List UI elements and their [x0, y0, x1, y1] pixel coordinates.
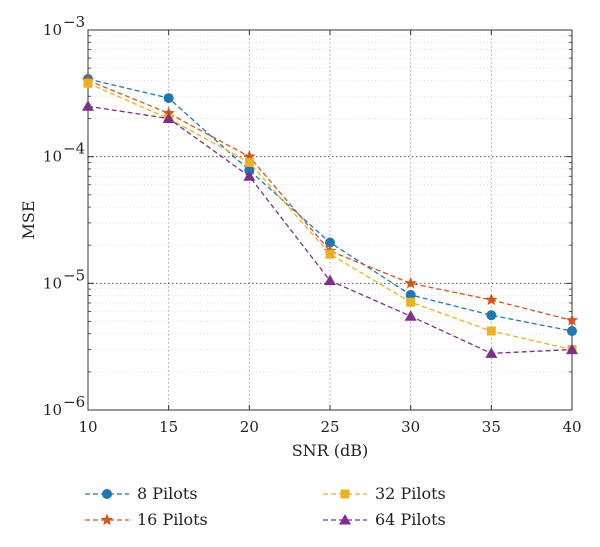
- x-tick-label: 10: [78, 418, 97, 436]
- series-16-pilots: [81, 73, 579, 326]
- y-tick-label: 10: [43, 148, 62, 166]
- legend-item: 8 Pilots: [85, 484, 198, 503]
- y-axis-label: MSE: [19, 200, 38, 239]
- data-point: [486, 310, 497, 321]
- data-point: [565, 313, 579, 326]
- y-tick-exponent: −4: [63, 140, 85, 158]
- legend-marker: [340, 489, 350, 499]
- data-point: [82, 100, 94, 111]
- legend-label: 32 Pilots: [375, 484, 446, 503]
- y-tick-label: 10: [43, 401, 62, 419]
- x-tick-label: 30: [401, 418, 420, 436]
- y-tick-exponent: −6: [63, 393, 85, 411]
- x-tick-label: 25: [320, 418, 339, 436]
- data-point: [485, 293, 498, 306]
- data-point: [406, 297, 416, 307]
- data-point: [243, 170, 256, 181]
- series-layer: [81, 73, 579, 358]
- data-point: [404, 276, 417, 289]
- data-point: [405, 289, 416, 300]
- data-point: [567, 326, 577, 337]
- data-point: [243, 150, 256, 162]
- data-point: [325, 237, 335, 248]
- data-point: [83, 78, 93, 88]
- legend-label: 16 Pilots: [137, 510, 208, 529]
- legend-item: 16 Pilots: [85, 510, 208, 529]
- data-point: [404, 310, 417, 321]
- x-axis-label: SNR (dB): [292, 441, 369, 460]
- data-point: [163, 93, 174, 104]
- x-tick-label: 15: [159, 418, 178, 436]
- data-point: [244, 157, 254, 167]
- series-32-pilots: [83, 78, 577, 355]
- x-tick-label: 40: [562, 418, 581, 436]
- data-point: [486, 326, 496, 336]
- legend-marker: [100, 513, 114, 526]
- y-tick-label: 10: [43, 21, 62, 39]
- y-tick-label: 10: [43, 274, 62, 292]
- x-tick-label: 20: [240, 418, 259, 436]
- data-point: [485, 347, 498, 358]
- legend-label: 8 Pilots: [137, 484, 198, 503]
- series-64-pilots: [82, 100, 578, 358]
- legend-marker: [102, 489, 112, 499]
- y-tick-exponent: −5: [63, 266, 85, 284]
- data-point: [566, 343, 578, 355]
- x-tick-label: 35: [482, 418, 501, 436]
- y-tick-exponent: −3: [63, 13, 85, 31]
- legend-item: 64 Pilots: [323, 510, 446, 529]
- legend-label: 64 Pilots: [375, 510, 446, 529]
- legend: 8 Pilots 16 Pilots 32 Pilots 64 Pilots: [85, 484, 446, 529]
- legend-item: 32 Pilots: [323, 484, 446, 503]
- grid: [88, 30, 572, 410]
- legend-marker: [339, 514, 351, 525]
- series-8-pilots: [83, 74, 577, 337]
- data-point: [162, 112, 175, 124]
- data-point: [325, 249, 335, 259]
- data-point: [324, 274, 336, 286]
